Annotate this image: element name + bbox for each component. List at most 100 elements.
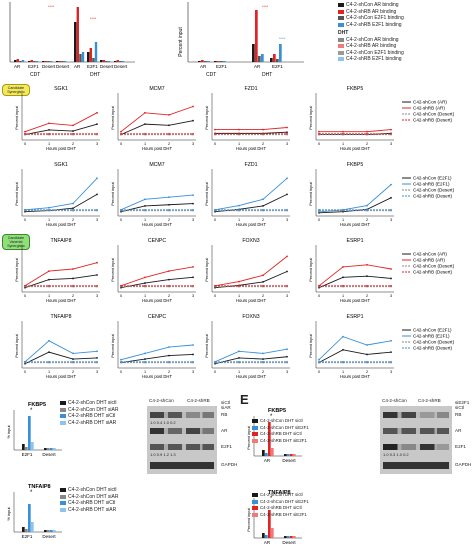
data-point	[72, 124, 74, 127]
group-label: CDT	[206, 72, 216, 78]
data-point	[262, 284, 264, 287]
x-axis-label: Hours post DHT	[236, 298, 266, 303]
data-point	[262, 128, 264, 131]
legend-swatch	[252, 499, 258, 504]
candidate-badge-top: Candidate Synergistic	[2, 84, 30, 96]
data-point	[192, 360, 194, 363]
significance-star: *	[30, 408, 33, 414]
cat-label: E2F1	[22, 534, 33, 539]
bar	[207, 61, 210, 62]
chart-title: FKBP5	[347, 162, 364, 168]
x-axis-label: Hours post DHT	[236, 374, 266, 379]
bar	[102, 60, 105, 62]
data-point	[48, 339, 50, 342]
x-tick-label: 0	[24, 218, 26, 222]
line-chart: SGK1 0 1 2 3 Hours post DHT Percent input	[14, 162, 100, 227]
legend-swatch	[338, 3, 344, 8]
bar	[28, 61, 31, 62]
data-point	[144, 208, 146, 211]
legend-item: C4-2-shCon DHT sictl	[60, 487, 118, 494]
legend-item: C4-2-shRB E2F1 binding	[338, 56, 404, 63]
bar	[121, 61, 125, 62]
y-axis-label: Percent input	[204, 333, 209, 357]
data-point	[214, 128, 216, 131]
data-point	[72, 360, 74, 363]
data-point	[144, 198, 146, 201]
chart-title: TNFAIP8	[268, 490, 291, 496]
legend-swatch	[338, 22, 344, 27]
data-point	[342, 360, 344, 363]
blot-header: C4-2-shCon	[382, 398, 407, 403]
x-tick-label: 3	[192, 142, 194, 146]
bar	[44, 448, 47, 450]
y-axis-label: % input	[6, 506, 11, 520]
data-point	[262, 208, 264, 211]
data-point	[390, 183, 392, 186]
series-line	[120, 344, 194, 361]
data-point	[262, 358, 264, 360]
legend-label: C42-shCon (Desert)	[413, 188, 455, 193]
data-point	[238, 132, 240, 135]
y-axis-label: Percent input	[308, 181, 313, 205]
data-point	[214, 360, 216, 363]
legend-swatch	[60, 414, 66, 419]
data-point	[72, 202, 74, 205]
x-tick-label: 3	[96, 142, 98, 146]
data-point	[96, 193, 98, 196]
bar	[25, 529, 28, 532]
quant: 1.0 0.9 1.2 1.3	[150, 452, 176, 457]
x-tick-label: 0	[214, 294, 216, 298]
chart-title: MCM7	[149, 86, 164, 92]
line-chart: FOXN3 0 1 2 3 Hours post DHT Percent input	[204, 314, 290, 379]
x-axis-label: Hours post DHT	[142, 298, 172, 303]
legend-swatch	[252, 419, 258, 424]
x-tick-label: 0	[318, 294, 320, 298]
cat-label: Desert	[56, 64, 70, 69]
y-axis-label: Percent input	[110, 333, 115, 357]
data-point	[390, 268, 392, 270]
blot-header: C4-2-shCon	[149, 398, 174, 403]
x-tick-label: 1	[238, 218, 240, 222]
cat-label: Desert	[42, 64, 56, 69]
legend-item: C4-2-shCon DHT sictl	[252, 418, 309, 425]
bar	[22, 527, 25, 532]
bar	[270, 58, 273, 62]
band-row	[150, 462, 214, 469]
data-point	[96, 123, 98, 126]
data-point	[192, 353, 194, 356]
data-point	[144, 358, 146, 360]
blot-row-label: GAPDH	[221, 462, 238, 467]
line-chart: SGK1 0 1 2 3 Hours post DHT Percent input	[14, 86, 100, 151]
bar	[47, 448, 50, 450]
line-chart: MCM7 0 1 2 3 Hours post DHT Percent input	[110, 162, 196, 227]
data-point	[24, 132, 26, 135]
data-point	[48, 360, 50, 363]
data-point	[366, 208, 368, 211]
data-point	[48, 208, 50, 211]
legend-label: C42-shRB (Desert)	[413, 118, 453, 123]
y-axis-label: Percent input	[14, 181, 19, 205]
cat-label: AR	[14, 64, 21, 69]
line-chart: FKBP5 0 1 2 3 Hours post DHT Percent input	[308, 162, 394, 227]
data-point	[96, 350, 98, 353]
chart-title: TNFAIP8	[28, 484, 51, 490]
data-point	[168, 124, 170, 127]
cat-label: AR	[264, 540, 271, 545]
data-point	[262, 352, 264, 355]
x-axis-label: Hours post DHT	[340, 146, 370, 151]
legend-swatch	[338, 50, 344, 55]
data-point	[48, 132, 50, 135]
data-point	[144, 111, 146, 114]
bar	[107, 61, 111, 62]
bar	[201, 60, 204, 62]
blot-row-label: E2F1	[455, 444, 466, 449]
chart-title: FOXN3	[242, 314, 259, 320]
bar	[100, 60, 103, 62]
x-axis-label: Hours post DHT	[142, 222, 172, 227]
x-tick-label: 2	[262, 370, 264, 374]
x-tick-label: 1	[48, 294, 50, 298]
legend-swatch	[252, 438, 258, 443]
data-point	[390, 284, 392, 287]
blot-side-label: siCtl	[455, 405, 464, 410]
group-label: DHT	[90, 72, 100, 78]
